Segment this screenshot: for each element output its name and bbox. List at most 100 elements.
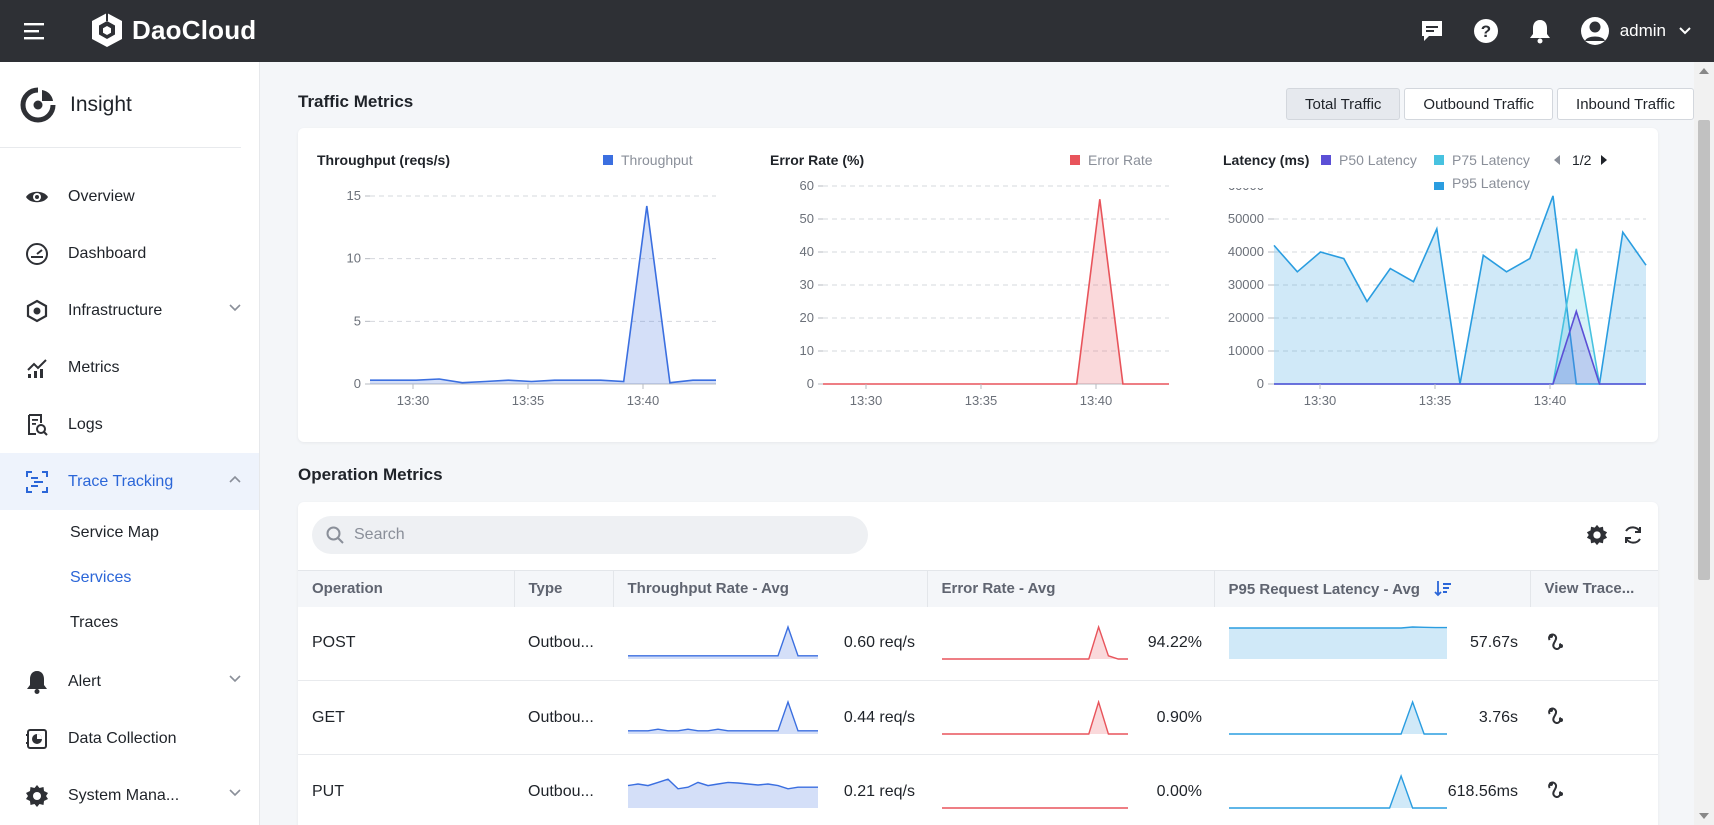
series-line[interactable] <box>1274 308 1646 385</box>
view-trace-icon[interactable] <box>1544 629 1568 653</box>
avatar-icon <box>1580 17 1609 45</box>
page-scrollbar[interactable] <box>1694 62 1714 825</box>
tab-total-traffic[interactable]: Total Traffic <box>1285 88 1401 120</box>
throughput-sparkline <box>628 625 818 660</box>
traffic-charts-card: Throughput (reqs/s) Throughput 0 5 10 15 13:… <box>298 128 1658 442</box>
sidebar-item-metrics[interactable]: Metrics <box>0 339 259 396</box>
sidebar-subitem-service-map[interactable]: Service Map <box>70 523 159 541</box>
throughput-legend[interactable]: Throughput <box>603 152 693 168</box>
error-rate-sparkline <box>942 806 1128 809</box>
col-header-throughput[interactable]: Throughput Rate - Avg <box>613 570 928 607</box>
sidebar-subitem-services[interactable]: Services <box>70 568 132 586</box>
latency-sparkline <box>1229 773 1447 809</box>
legend-pager: 1/2 <box>1552 152 1609 168</box>
sidebar-item-label: Dashboard <box>68 244 147 262</box>
sidebar-item-overview[interactable]: Overview <box>0 168 259 225</box>
table-row[interactable]: GET Outbou... 0.44 req/s 0.90% 3.76s <box>298 680 1658 755</box>
sparkline-area <box>1229 775 1447 808</box>
cell-throughput: 0.44 req/s <box>613 680 927 755</box>
p75-legend[interactable]: P75 Latency <box>1434 152 1530 168</box>
brand-logo[interactable]: DaoCloud <box>90 12 256 48</box>
daocloud-logo-icon <box>92 13 122 47</box>
sidebar-item-label: Alert <box>68 672 101 690</box>
y-tick-label: 30 <box>800 277 814 292</box>
col-header-type[interactable]: Type <box>514 570 614 607</box>
sort-descending-icon[interactable] <box>1434 579 1452 597</box>
sidebar-item-label: System Mana... <box>68 786 180 804</box>
col-header-operation[interactable]: Operation <box>298 570 515 607</box>
series-area <box>1274 195 1646 384</box>
error-rate-chart-title: Error Rate (%) <box>770 152 865 168</box>
sidebar-item-trace-tracking[interactable]: Trace Tracking <box>0 453 259 510</box>
sidebar-item-alert[interactable]: Alert <box>0 653 259 710</box>
series-area <box>823 199 1169 384</box>
cell-latency: 618.56ms <box>1214 754 1530 825</box>
scroll-down-icon[interactable] <box>1699 813 1709 819</box>
y-tick-label: 5 <box>354 313 361 328</box>
y-tick-label: 60000 <box>1228 188 1264 193</box>
y-tick-label: 10 <box>800 343 814 358</box>
legend-page: 1/2 <box>1572 152 1592 168</box>
sidebar-subitem-traces[interactable]: Traces <box>70 613 119 631</box>
legend-next-icon[interactable] <box>1599 154 1609 166</box>
sidebar-item-system-management[interactable]: System Mana... <box>0 767 259 824</box>
x-tick-label: 13:30 <box>397 393 430 408</box>
eye-icon <box>24 184 50 210</box>
error-rate-sparkline <box>942 625 1128 660</box>
search-box <box>312 516 868 554</box>
chevron-up-icon <box>229 475 241 483</box>
col-header-latency[interactable]: P95 Request Latency - Avg <box>1214 570 1531 607</box>
cell-view-trace <box>1530 606 1658 681</box>
table-row[interactable]: POST Outbou... 0.60 req/s 94.22% 57.67s <box>298 606 1658 681</box>
y-tick-label: 0 <box>1257 376 1264 391</box>
x-tick-label: 13:30 <box>850 393 883 408</box>
scroll-up-icon[interactable] <box>1699 68 1709 74</box>
col-header-view-trace[interactable]: View Trace... <box>1530 570 1658 607</box>
col-header-error-rate[interactable]: Error Rate - Avg <box>927 570 1215 607</box>
p95-legend[interactable]: P95 Latency <box>1434 178 1530 190</box>
scroll-thumb[interactable] <box>1698 120 1710 580</box>
chart-line-icon <box>24 355 50 381</box>
p50-legend[interactable]: P50 Latency <box>1321 152 1417 168</box>
throughput-sparkline <box>627 777 818 808</box>
sidebar-item-label: Trace Tracking <box>68 472 174 490</box>
series-line[interactable] <box>370 205 716 384</box>
throughput-value: 0.60 req/s <box>843 634 915 652</box>
series-line[interactable] <box>823 199 1169 385</box>
legend-prev-icon[interactable] <box>1552 154 1562 166</box>
legend-label: P95 Latency <box>1452 178 1530 190</box>
table-row[interactable]: PUT Outbou... 0.21 req/s 0.00% 618.56ms <box>298 754 1658 825</box>
cell-error-rate: 0.00% <box>927 754 1214 825</box>
refresh-icon[interactable] <box>1622 524 1644 546</box>
tab-inbound-traffic[interactable]: Inbound Traffic <box>1557 88 1694 120</box>
sparkline-line <box>942 699 1128 735</box>
cell-type: Outbou... <box>514 680 613 755</box>
view-trace-icon[interactable] <box>1544 777 1568 801</box>
hexagon-icon <box>24 298 50 324</box>
cell-view-trace <box>1530 754 1658 825</box>
error-rate-legend[interactable]: Error Rate <box>1070 152 1153 168</box>
legend-swatch <box>1434 155 1444 165</box>
menu-toggle-icon[interactable] <box>24 20 46 42</box>
cell-operation: PUT <box>298 754 514 825</box>
sidebar-item-dashboard[interactable]: Dashboard <box>0 225 259 282</box>
sidebar-item-label: Metrics <box>68 358 120 376</box>
message-icon[interactable] <box>1418 17 1446 45</box>
x-tick-label: 13:30 <box>1304 393 1337 408</box>
sidebar-item-infrastructure[interactable]: Infrastructure <box>0 282 259 339</box>
notification-bell-icon[interactable] <box>1526 17 1554 45</box>
sidebar-item-logs[interactable]: Logs <box>0 396 259 453</box>
legend-label: Error Rate <box>1088 152 1153 168</box>
sidebar-item-data-collection[interactable]: Data Collection <box>0 710 259 767</box>
settings-gear-icon[interactable] <box>1586 524 1608 546</box>
table-header-row: Operation Type Throughput Rate - Avg Err… <box>298 570 1658 607</box>
user-menu[interactable]: admin <box>1580 16 1692 46</box>
username: admin <box>1619 21 1666 40</box>
view-trace-icon[interactable] <box>1544 703 1568 727</box>
error-rate-value: 0.00% <box>1156 782 1202 800</box>
module-header: Insight <box>0 62 241 148</box>
search-input[interactable] <box>354 526 834 544</box>
cell-throughput: 0.60 req/s <box>613 606 927 681</box>
tab-outbound-traffic[interactable]: Outbound Traffic <box>1404 88 1554 120</box>
help-icon[interactable]: ? <box>1472 17 1500 45</box>
